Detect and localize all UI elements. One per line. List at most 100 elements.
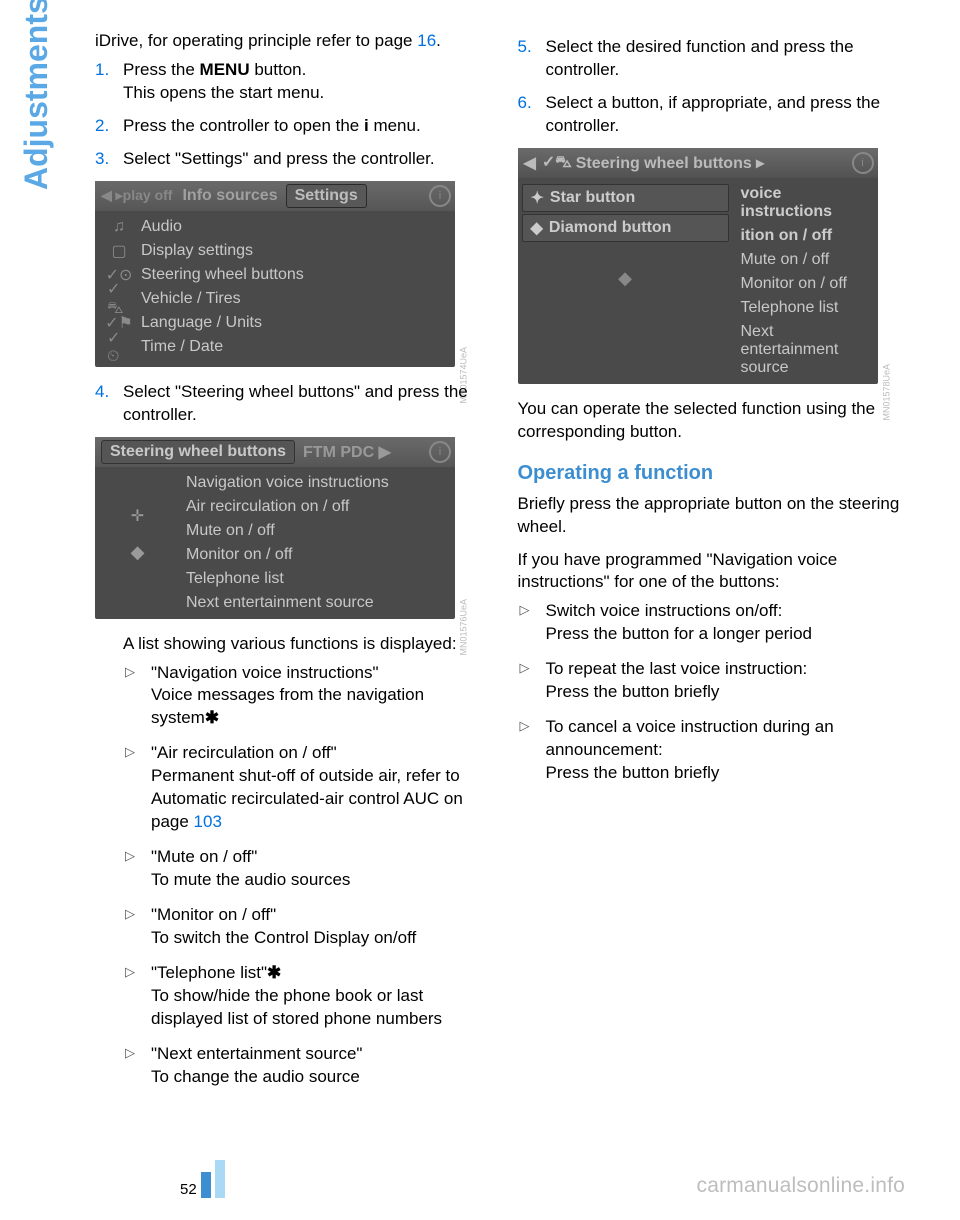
- audio-icon: ♫: [107, 218, 131, 236]
- display-icon: ▢: [107, 242, 131, 260]
- list-item: Navigation voice instructions: [186, 471, 449, 495]
- star-icon: ✱: [267, 963, 281, 982]
- screenshot-wheel-buttons: i Steering wheel buttons FTM PDC ▶ ✛ ◆ N…: [95, 437, 455, 619]
- tab-mid: Info sources: [182, 187, 277, 205]
- step-text: Select "Settings" and press the controll…: [123, 149, 435, 168]
- list-item: Monitor on / off: [733, 272, 878, 296]
- step-number: 6.: [518, 92, 532, 115]
- brand-watermark: carmanualsonline.info: [697, 1174, 906, 1198]
- step-3: 3. Select "Settings" and press the contr…: [123, 148, 483, 171]
- bullet-quote: "Navigation voice instructions": [151, 663, 379, 682]
- menu-label: Display settings: [141, 242, 253, 260]
- step-4: 4. Select "Steering wheel buttons" and p…: [123, 381, 483, 427]
- step-text-post: menu.: [369, 116, 421, 135]
- footer-bar: [201, 1172, 211, 1198]
- bullet-desc: To switch the Control Display on/off: [151, 928, 416, 947]
- menu-label: Time / Date: [141, 338, 223, 356]
- step-number: 3.: [95, 148, 109, 171]
- tab-left: ◀ ▸play off: [101, 187, 174, 204]
- step-text: Press the: [123, 60, 200, 79]
- step-text: Select a button, if appropriate, and pre…: [546, 93, 881, 135]
- check-car-icon: ✓⛍: [542, 152, 572, 173]
- left-column: iDrive, for operating principle refer to…: [95, 30, 483, 1101]
- list-item: voice instructions: [733, 182, 878, 224]
- menu-label: Audio: [141, 218, 182, 236]
- step-text-post: button.: [250, 60, 307, 79]
- list-item: Next entertainment source: [186, 591, 449, 615]
- step-5: 5. Select the desired function and press…: [546, 36, 906, 82]
- diamond-button-option: ◆ Diamond button: [522, 214, 729, 242]
- bullet-line-a: To repeat the last voice instruction:: [546, 659, 808, 678]
- list-item: Next entertainment source: [733, 320, 878, 380]
- list-item: Telephone list: [186, 567, 449, 591]
- star-icon: ✦: [531, 188, 544, 208]
- menu-item: ▢ Display settings: [95, 239, 455, 263]
- bullet-quote: "Next entertainment source": [151, 1044, 362, 1063]
- bullet-item: "Telephone list"✱ To show/hide the phone…: [151, 962, 483, 1031]
- option-label: Star button: [550, 189, 635, 207]
- side-title: Adjustments: [18, 0, 55, 190]
- step-number: 1.: [95, 59, 109, 82]
- bullet-desc: To change the audio source: [151, 1067, 360, 1086]
- page-link-103[interactable]: 103: [194, 812, 222, 831]
- bullet-item: Switch voice instructions on/off: Press …: [546, 600, 906, 646]
- menu-item: ♫ Audio: [95, 215, 455, 239]
- step-text: Select the desired function and press th…: [546, 37, 854, 79]
- list-item: Mute on / off: [733, 248, 878, 272]
- paragraph: Briefly press the appropriate button on …: [518, 493, 906, 539]
- bullet-line-a: Switch voice instructions on/off:: [546, 601, 783, 620]
- footer-bar: [215, 1160, 225, 1198]
- menu-item: ✓⚑Language / Units: [95, 311, 455, 335]
- menu-button-label: MENU: [200, 60, 250, 79]
- diamond-icon: ◆: [531, 218, 543, 238]
- bullet-item: "Air recirculation on / off" Permanent s…: [151, 742, 483, 834]
- menu-item: ✓⛍Vehicle / Tires: [95, 287, 455, 311]
- bullet-item: "Monitor on / off" To switch the Control…: [151, 904, 483, 950]
- bullet-quote: "Air recirculation on / off": [151, 743, 337, 762]
- intro-pre: iDrive, for operating principle refer to…: [95, 31, 417, 50]
- step-number: 5.: [518, 36, 532, 59]
- list-item: Telephone list: [733, 296, 878, 320]
- page-number: 52: [180, 1160, 225, 1198]
- screenshot-settings-menu: i ◀ ▸play off Info sources Settings ♫Aud…: [95, 181, 455, 367]
- tab-settings: Settings: [286, 184, 367, 208]
- controller-icon: i: [429, 441, 451, 463]
- image-code: MN01576UeA: [459, 599, 469, 656]
- screen-title: Steering wheel buttons ▸: [576, 153, 765, 173]
- bullet-item: "Navigation voice instructions" Voice me…: [151, 662, 483, 731]
- diamond-icon: ◆: [618, 268, 632, 288]
- menu-label: Steering wheel buttons: [141, 266, 304, 284]
- diamond-icon: ◆: [131, 542, 145, 563]
- star-button-option: ✦ Star button: [522, 184, 729, 212]
- bullet-item: "Next entertainment source" To change th…: [151, 1043, 483, 1089]
- list-item: Air recirculation on / off: [186, 495, 449, 519]
- bullet-line-a: To cancel a voice instruction during an …: [546, 717, 834, 759]
- bullet-item: To cancel a voice instruction during an …: [546, 716, 906, 785]
- intro-text: iDrive, for operating principle refer to…: [95, 30, 483, 53]
- list-item: ition on / off: [733, 224, 878, 248]
- step-text: Press the controller to open the: [123, 116, 364, 135]
- menu-label: Language / Units: [141, 314, 262, 332]
- after-screenshot-text: A list showing various functions is disp…: [123, 633, 483, 656]
- step-1: 1. Press the MENU button. This opens the…: [123, 59, 483, 105]
- step-2: 2. Press the controller to open the i me…: [123, 115, 483, 138]
- list-item: Mute on / off: [186, 519, 449, 543]
- bullet-desc: Voice messages from the navigation syste…: [151, 685, 424, 727]
- section-heading: Operating a function: [518, 462, 906, 485]
- arrow-left-icon: ◀: [524, 153, 536, 173]
- bullet-quote: "Monitor on / off": [151, 905, 276, 924]
- screen-title: Steering wheel buttons: [101, 440, 295, 464]
- menu-item: ✓⏲ Time / Date: [95, 335, 455, 359]
- page-number-value: 52: [180, 1181, 197, 1198]
- option-label: Diamond button: [549, 219, 672, 237]
- image-code: MN01578UeA: [882, 364, 892, 421]
- controller-icon: i: [852, 152, 874, 174]
- clock-icon: ✓⏲: [107, 338, 131, 356]
- step-number: 2.: [95, 115, 109, 138]
- right-column: 5. Select the desired function and press…: [518, 30, 906, 1101]
- after-screenshot-text: You can operate the selected function us…: [518, 398, 906, 444]
- menu-item: ✓⊙Steering wheel buttons: [95, 263, 455, 287]
- menu-label: Vehicle / Tires: [141, 290, 241, 308]
- step-subtext: This opens the start menu.: [123, 83, 324, 102]
- page-link-16[interactable]: 16: [417, 31, 436, 50]
